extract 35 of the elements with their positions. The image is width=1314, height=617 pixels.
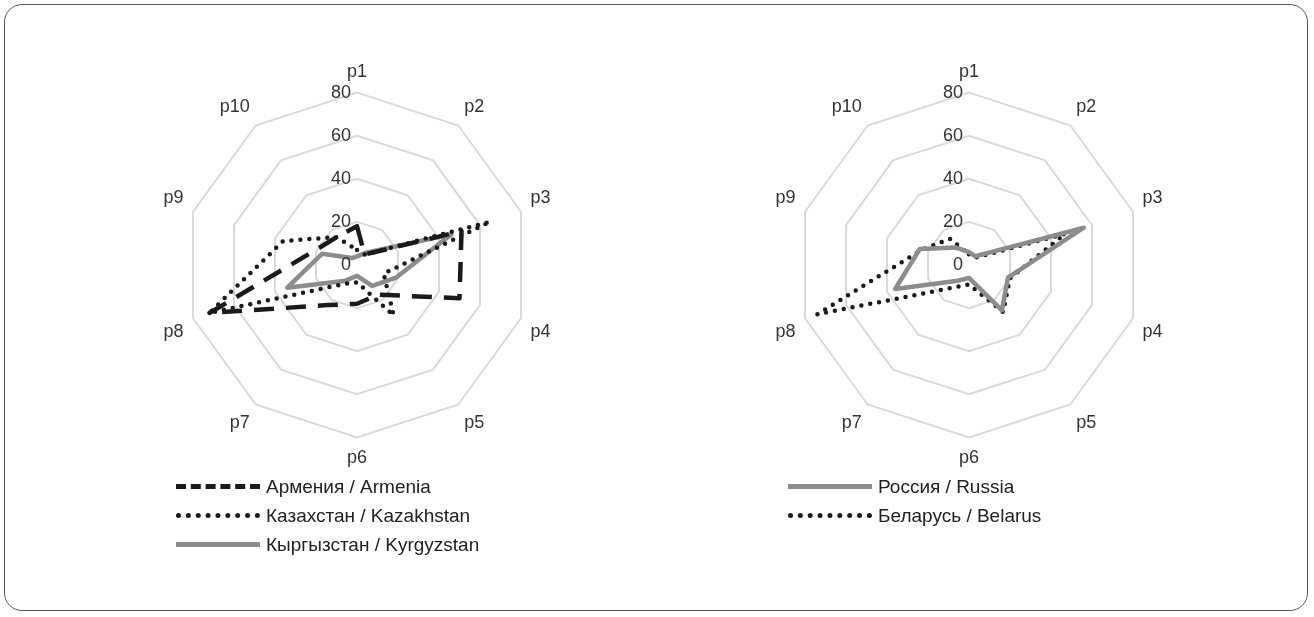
spoke-label: p8 bbox=[163, 321, 184, 342]
y-tick-label: 20 bbox=[330, 210, 351, 231]
spoke-label: p7 bbox=[229, 412, 250, 433]
spoke-label: p1 bbox=[958, 60, 980, 81]
legend-label: Беларусь / Belarus bbox=[878, 504, 1042, 527]
spoke-label: p8 bbox=[775, 321, 796, 342]
y-tick-label: 40 bbox=[330, 167, 351, 188]
spoke-label: p5 bbox=[1076, 412, 1097, 433]
spoke-label: p7 bbox=[841, 412, 862, 433]
spoke-label: p6 bbox=[958, 447, 980, 468]
spoke-label: p9 bbox=[775, 186, 796, 207]
spoke-label: p2 bbox=[1076, 95, 1097, 116]
spoke-label: p10 bbox=[219, 95, 250, 116]
y-tick-label: 20 bbox=[942, 210, 963, 231]
y-tick-label: 0 bbox=[952, 253, 963, 274]
legend-label: Россия / Russia bbox=[878, 475, 1015, 498]
y-tick-label: 40 bbox=[942, 167, 963, 188]
spoke-label: p3 bbox=[530, 186, 551, 207]
legend-label: Казахстан / Kazakhstan bbox=[266, 504, 471, 527]
spoke-label: p3 bbox=[1142, 186, 1163, 207]
y-tick-label: 0 bbox=[340, 253, 351, 274]
y-tick-label: 60 bbox=[942, 124, 963, 145]
spoke-label: p4 bbox=[530, 321, 551, 342]
y-tick-label: 80 bbox=[942, 81, 963, 102]
spoke-label: p2 bbox=[464, 95, 485, 116]
y-tick-label: 60 bbox=[330, 124, 351, 145]
spoke-label: p6 bbox=[346, 447, 368, 468]
legend-label: Кыргызстан / Kyrgyzstan bbox=[266, 533, 480, 556]
y-tick-label: 80 bbox=[330, 81, 351, 102]
spoke-label: p4 bbox=[1142, 321, 1163, 342]
spoke-label: p5 bbox=[464, 412, 485, 433]
legend-label: Армения / Armenia bbox=[266, 475, 431, 498]
spoke-label: p10 bbox=[831, 95, 862, 116]
spoke-label: p9 bbox=[163, 186, 184, 207]
spoke-label: p1 bbox=[346, 60, 368, 81]
